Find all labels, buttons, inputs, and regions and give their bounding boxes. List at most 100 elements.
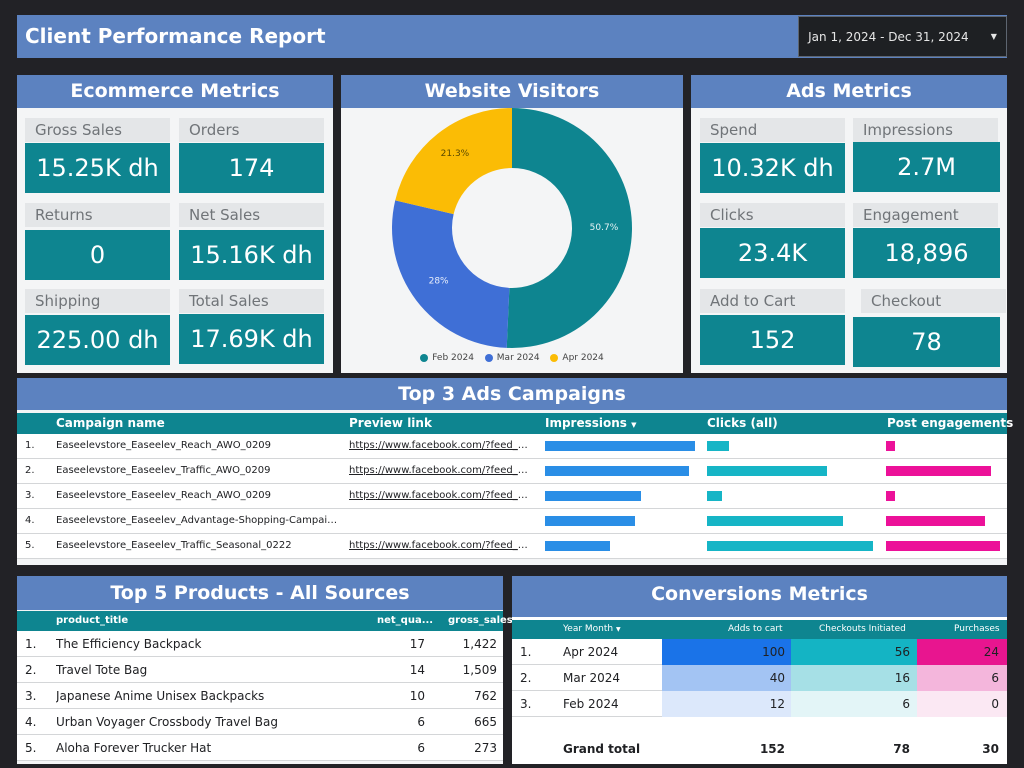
- sort-desc-icon: ▼: [631, 421, 637, 429]
- campaigns-table-header: Campaign name Preview link Impressions ▼…: [17, 413, 1013, 434]
- purchases-cell: [917, 691, 1007, 717]
- table-row[interactable]: 1. Easeelevstore_Easeelev_Reach_AWO_0209 h…: [17, 434, 1007, 459]
- impressions-bar: [545, 441, 695, 451]
- checkouts-cell: [791, 691, 917, 717]
- col-purchases[interactable]: Purchases: [954, 624, 1000, 634]
- legend-item-mar[interactable]: Mar 2024: [484, 353, 540, 363]
- campaign-name: Easeelevstore_Easeelev_Traffic_AWO_0209: [56, 465, 271, 476]
- impressions-bar: [545, 541, 610, 551]
- col-post-engagements[interactable]: Post engagements: [887, 416, 1014, 430]
- donut-slice-apr-2024[interactable]: [395, 108, 512, 215]
- conversions-title: Conversions Metrics: [512, 576, 1007, 617]
- table-row[interactable]: 2. Easeelevstore_Easeelev_Traffic_AWO_020…: [17, 459, 1007, 484]
- col-gross-sales[interactable]: gross_sales: [448, 615, 513, 626]
- table-row[interactable]: 5. Easeelevstore_Easeelev_Traffic_Seasona…: [17, 534, 1007, 559]
- engagement-bar: [886, 491, 896, 501]
- table-row[interactable]: 3. Feb 2024 12 6 0: [512, 691, 1007, 717]
- clicks-label: Clicks: [700, 203, 845, 227]
- col-adds-to-cart[interactable]: Adds to cart: [728, 624, 783, 634]
- adds-to-cart: 12: [769, 697, 785, 711]
- purchases-cell: [917, 665, 1007, 691]
- engagement-bar: [886, 466, 991, 476]
- caret-down-icon: ▼: [990, 32, 997, 41]
- preview-link[interactable]: https://www.facebook.com/?feed_de...: [349, 465, 529, 476]
- total-sales-label: Total Sales: [179, 289, 324, 313]
- table-row[interactable]: 2. Mar 2024 40 16 6: [512, 665, 1007, 691]
- table-row[interactable]: 2. Travel Tote Bag 14 1,509: [17, 657, 503, 683]
- table-row[interactable]: 4. Easeelevstore_Easeelev_Advantage-Shopp…: [17, 509, 1007, 534]
- donut-slice-feb-2024[interactable]: [506, 108, 632, 348]
- orders-label: Orders: [179, 118, 324, 142]
- row-number: 2.: [25, 465, 35, 476]
- legend-swatch-apr: [550, 353, 559, 362]
- returns-value: 0: [25, 230, 170, 280]
- col-net-quantity[interactable]: net_qua...: [377, 615, 434, 626]
- donut-legend: Feb 2024 Mar 2024 Apr 2024: [341, 353, 683, 367]
- gross-sales: 762: [474, 689, 497, 703]
- ads-metrics-title: Ads Metrics: [691, 75, 1007, 108]
- date-range-picker[interactable]: Jan 1, 2024 - Dec 31, 2024 ▼: [798, 16, 1007, 57]
- orders-value: 174: [179, 143, 324, 193]
- col-year-month[interactable]: Year Month ▼: [563, 624, 621, 634]
- col-product-title[interactable]: product_title: [56, 615, 129, 626]
- checkouts-initiated: 6: [902, 697, 910, 711]
- engagement-label: Engagement: [853, 203, 998, 227]
- legend-item-apr[interactable]: Apr 2024: [550, 353, 604, 363]
- row-number: 3.: [25, 490, 35, 501]
- report-title: Client Performance Report: [25, 24, 326, 48]
- campaign-name: Easeelevstore_Easeelev_Reach_AWO_0209: [56, 490, 272, 501]
- purchases: 6: [991, 671, 999, 685]
- gross-sales-value: 15.25K dh: [25, 143, 170, 193]
- row-number: 2.: [520, 671, 532, 685]
- impressions-bar: [545, 466, 689, 476]
- product-title: Aloha Forever Trucker Hat: [56, 741, 212, 755]
- row-number: 1.: [25, 637, 37, 651]
- date-range-value: Jan 1, 2024 - Dec 31, 2024: [808, 29, 969, 44]
- spend-label: Spend: [700, 118, 845, 142]
- col-preview-link[interactable]: Preview link: [349, 416, 432, 430]
- table-row[interactable]: 3. Japanese Anime Unisex Backpacks 10 762: [17, 683, 503, 709]
- sort-desc-icon: ▼: [616, 626, 621, 633]
- clicks-bar: [707, 516, 844, 526]
- engagement-bar: [886, 441, 896, 451]
- row-number: 3.: [25, 689, 37, 703]
- col-impressions[interactable]: Impressions ▼: [545, 416, 637, 430]
- ecommerce-metrics-title: Ecommerce Metrics: [17, 75, 333, 108]
- table-row[interactable]: 1. The Efficiency Backpack 17 1,422: [17, 631, 503, 657]
- col-checkouts-initiated[interactable]: Checkouts Initiated: [819, 624, 906, 634]
- purchases: 24: [983, 645, 999, 659]
- table-row[interactable]: 3. Easeelevstore_Easeelev_Reach_AWO_0209 h…: [17, 484, 1007, 509]
- grand-total-purchases: 30: [982, 742, 999, 756]
- table-row[interactable]: 1. Apr 2024 100 56 24: [512, 639, 1007, 665]
- table-row[interactable]: 5. Aloha Forever Trucker Hat 6 273: [17, 735, 503, 761]
- row-number: 4.: [25, 515, 35, 526]
- engagement-bar: [886, 541, 1000, 551]
- checkouts-initiated: 56: [894, 645, 910, 659]
- donut-slice-label: 50.7%: [590, 223, 619, 233]
- net-quantity: 6: [417, 741, 425, 755]
- website-visitors-donut-chart: 50.7% 28% 21.3%: [392, 108, 632, 348]
- legend-item-feb[interactable]: Feb 2024: [420, 353, 474, 363]
- net-quantity: 6: [417, 715, 425, 729]
- shipping-value: 225.00 dh: [25, 315, 170, 365]
- campaigns-title: Top 3 Ads Campaigns: [17, 378, 1007, 410]
- gross-sales: 665: [474, 715, 497, 729]
- preview-link[interactable]: https://www.facebook.com/?feed_de...: [349, 540, 529, 551]
- preview-link[interactable]: https://www.facebook.com/?feed_de...: [349, 490, 529, 501]
- impressions-label: Impressions: [853, 118, 998, 142]
- preview-link[interactable]: https://www.facebook.com/?feed_de...: [349, 440, 529, 451]
- table-row[interactable]: 4. Urban Voyager Crossbody Travel Bag 6 665: [17, 709, 503, 735]
- col-campaign-name[interactable]: Campaign name: [56, 416, 165, 430]
- donut-slice-mar-2024[interactable]: [392, 200, 510, 348]
- net-quantity: 10: [409, 689, 425, 703]
- col-clicks[interactable]: Clicks (all): [707, 416, 778, 430]
- row-number: 1.: [25, 440, 35, 451]
- impressions-value: 2.7M: [853, 142, 1000, 192]
- shipping-label: Shipping: [25, 289, 170, 313]
- clicks-value: 23.4K: [700, 228, 845, 278]
- adds-to-cart: 40: [769, 671, 785, 685]
- product-title: The Efficiency Backpack: [56, 637, 202, 651]
- net-quantity: 17: [409, 637, 425, 651]
- purchases: 0: [991, 697, 999, 711]
- donut-slice-label: 21.3%: [441, 149, 470, 159]
